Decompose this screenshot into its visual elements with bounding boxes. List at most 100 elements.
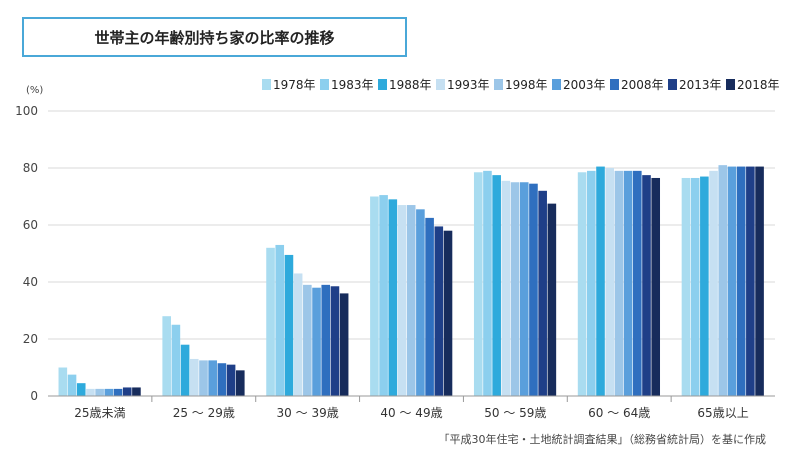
legend-label: 2013年 (679, 78, 722, 92)
bar (755, 166, 764, 396)
x-tick-label: 50 ～ 59歳 (484, 406, 546, 420)
bar (104, 388, 114, 397)
bar (199, 360, 208, 397)
bar (321, 284, 331, 396)
bar (339, 293, 349, 396)
y-tick-label: 0 (30, 389, 38, 403)
bar (434, 226, 444, 396)
bar (266, 247, 275, 396)
bar (58, 367, 68, 396)
bar (406, 205, 416, 396)
bar (614, 170, 624, 396)
y-tick-label: 100 (15, 104, 38, 118)
bar (642, 175, 651, 397)
x-tick-label: 25歳未満 (74, 406, 125, 420)
bar (303, 284, 312, 396)
bar (113, 388, 123, 397)
bar (370, 196, 379, 396)
legend-swatch (668, 79, 677, 90)
bar (681, 177, 691, 396)
bar (284, 254, 294, 396)
bar (510, 182, 520, 396)
bar (547, 203, 557, 397)
chart-title: 世帯主の年齢別持ち家の比率の推移 (22, 17, 407, 57)
legend-label: 2003年 (563, 78, 606, 92)
y-tick-label: 60 (23, 218, 38, 232)
x-axis-ticks: 25歳未満 25 ～ 29歳 30 ～ 39歳 40 ～ 49歳 50 ～ 59歳 60 … (74, 396, 749, 420)
bars (58, 165, 764, 397)
legend-swatch (726, 79, 735, 90)
bar (293, 273, 303, 396)
legend-label: 1993年 (447, 78, 490, 92)
legend: 1978年 1983年 1988年 1993年 1998年 2003年 2008年 2013年… (262, 78, 780, 92)
legend-swatch (610, 79, 619, 90)
bar (132, 387, 141, 396)
bar (727, 166, 737, 396)
bar (275, 244, 285, 396)
bar (312, 287, 321, 396)
y-tick-label: 20 (23, 332, 38, 346)
bar (189, 358, 199, 396)
bar (180, 344, 190, 396)
bar (519, 182, 529, 396)
bar (162, 316, 171, 396)
x-tick-label: 30 ～ 39歳 (277, 406, 339, 420)
legend-swatch (552, 79, 561, 90)
bar (746, 166, 755, 396)
bar (76, 383, 86, 396)
bar (538, 190, 547, 396)
legend-label: 2018年 (737, 78, 780, 92)
bar (690, 177, 700, 396)
legend-label: 1983年 (331, 78, 374, 92)
bar (86, 388, 95, 397)
bar (217, 363, 227, 396)
bar (226, 364, 236, 396)
bar (425, 217, 434, 397)
legend-swatch (320, 79, 329, 90)
bar (235, 370, 245, 396)
bar (208, 360, 217, 397)
bar (501, 180, 511, 396)
bar (605, 168, 615, 396)
legend-label: 1978年 (273, 78, 316, 92)
bar (587, 170, 596, 396)
bar (330, 286, 340, 396)
bar (416, 209, 425, 396)
x-tick-label: 65歳以上 (697, 406, 748, 420)
legend-label: 1988年 (389, 78, 432, 92)
y-axis-ticks: 0 20 40 60 80 100 (15, 104, 38, 403)
bar (388, 199, 398, 396)
y-tick-label: 40 (23, 275, 38, 289)
source-note: 「平成30年住宅・土地統計調査結果」（総務省統計局）を基に作成 (438, 433, 767, 446)
bar (529, 183, 538, 396)
y-axis-label: (%) (26, 85, 43, 96)
bar (95, 388, 104, 397)
legend-label: 1998年 (505, 78, 548, 92)
y-tick-label: 80 (23, 161, 38, 175)
bar (379, 195, 388, 396)
legend-swatch (262, 79, 271, 90)
bar (67, 374, 77, 397)
bar (633, 170, 642, 396)
bar (596, 166, 605, 396)
bar (709, 170, 718, 396)
bar (736, 166, 746, 396)
bar (171, 324, 181, 396)
x-tick-label: 25 ～ 29歳 (173, 406, 235, 420)
x-tick-label: 40 ～ 49歳 (380, 406, 442, 420)
bar (473, 172, 483, 396)
bar (577, 172, 587, 396)
legend-swatch (494, 79, 503, 90)
bar (397, 205, 407, 396)
legend-swatch (378, 79, 387, 90)
x-tick-label: 60 ～ 64歳 (588, 406, 650, 420)
bar (623, 170, 633, 396)
bar (483, 170, 492, 396)
bar (651, 177, 661, 396)
legend-label: 2008年 (621, 78, 664, 92)
bar (443, 230, 453, 396)
legend-swatch (436, 79, 445, 90)
bar (492, 175, 501, 397)
bar (718, 165, 728, 396)
